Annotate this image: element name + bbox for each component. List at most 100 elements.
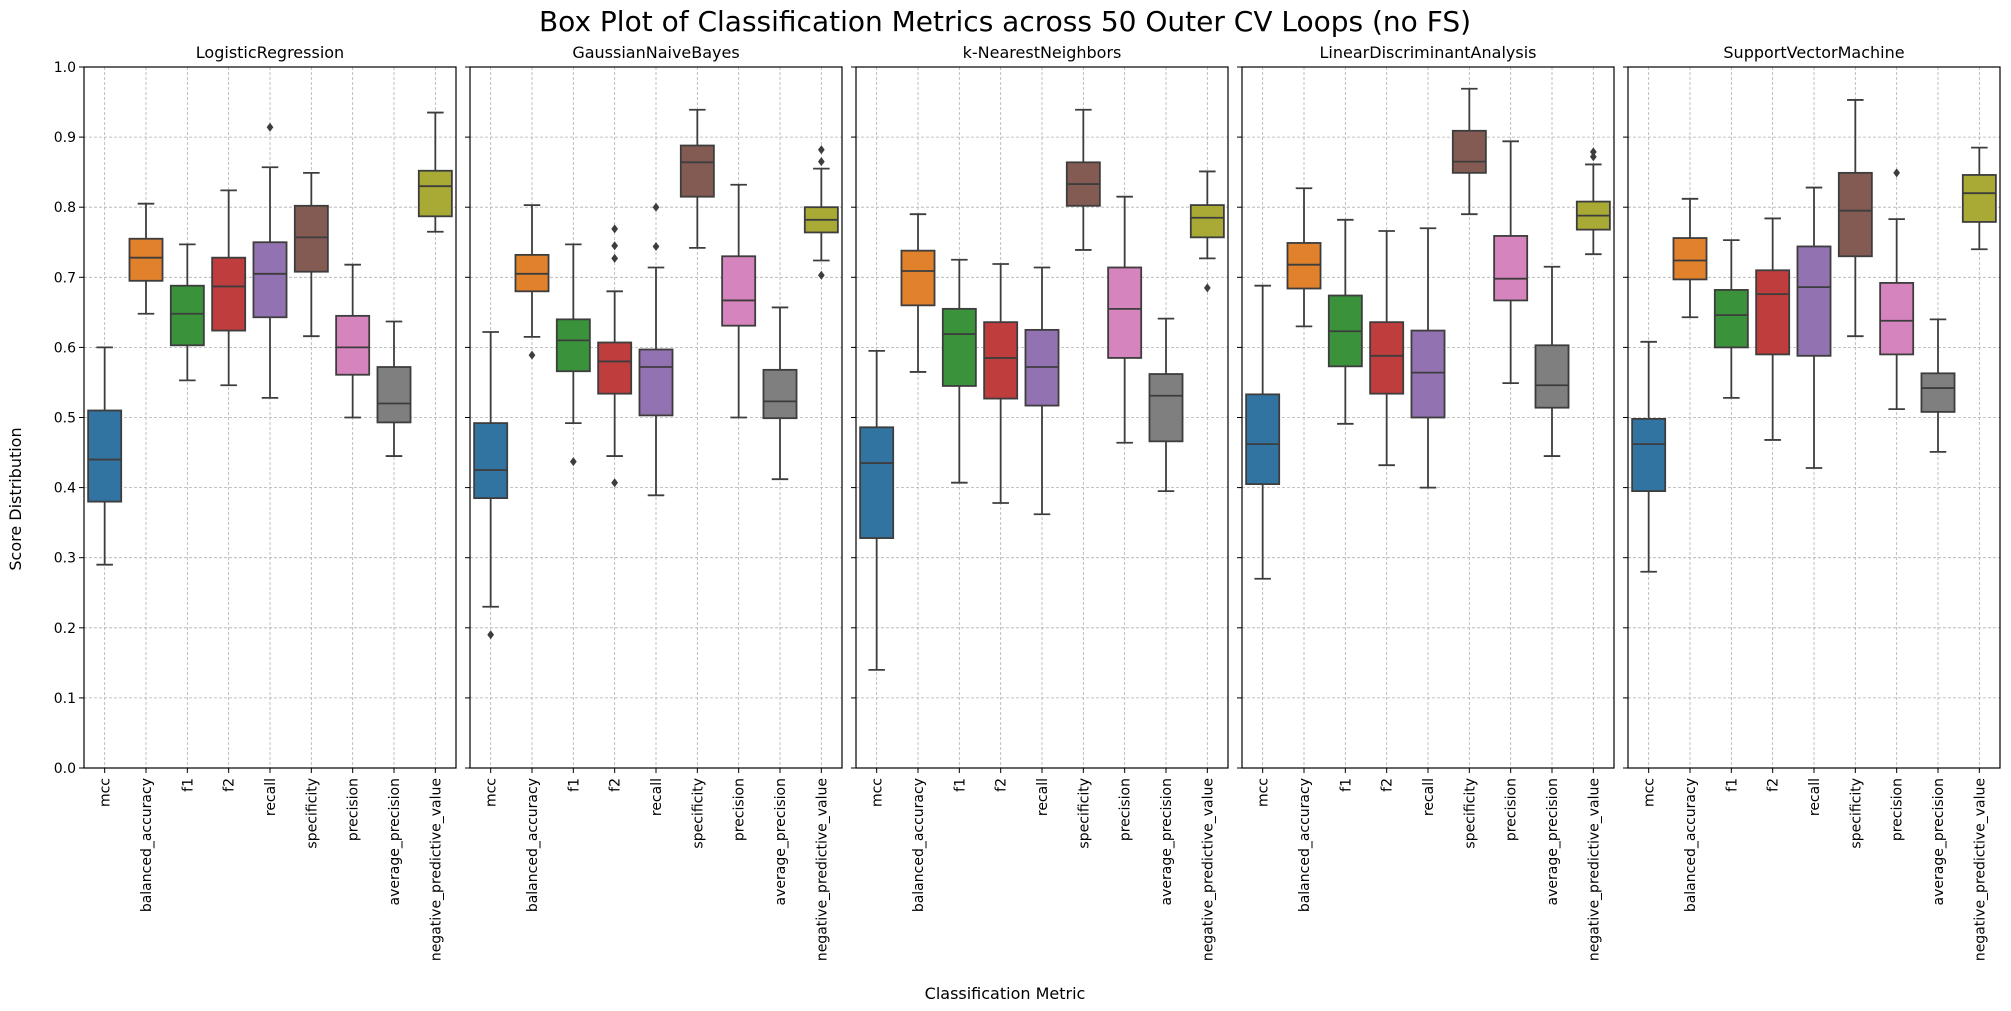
x-tick-label: negative_predictive_value: [428, 778, 444, 961]
box-negative_predictive_value: [1189, 170, 1225, 293]
outlier-point: [266, 122, 274, 132]
box-iqr: [87, 409, 123, 503]
box-iqr: [1796, 245, 1832, 357]
x-tick-label: average_precision: [387, 778, 403, 905]
outlier-point: [611, 478, 619, 488]
box-iqr: [859, 426, 895, 539]
box-iqr: [1713, 289, 1749, 349]
x-tick-label: f2: [1766, 778, 1782, 792]
panel-GaussianNaiveBayes: mcc balanced_accuracy f1 f2 recall specificit…: [465, 43, 843, 961]
box-average_precision: [1920, 318, 1956, 453]
box-iqr: [1672, 237, 1708, 281]
box-balanced_accuracy: [1286, 187, 1322, 328]
box-iqr: [555, 318, 591, 373]
box-balanced_accuracy: [900, 213, 936, 373]
y-tick-label: 0.4: [54, 481, 76, 497]
box-iqr: [293, 204, 329, 273]
x-tick-label: f2: [994, 778, 1010, 792]
x-tick-label: specificity: [304, 778, 320, 849]
box-specificity: [679, 108, 715, 249]
box-iqr: [941, 307, 977, 387]
x-tick-label: f1: [952, 778, 968, 792]
box-iqr: [1534, 344, 1570, 409]
box-precision: [1493, 140, 1529, 385]
panel-title: GaussianNaiveBayes: [572, 43, 739, 62]
outlier-point: [652, 202, 660, 212]
x-tick-label: precision: [1890, 778, 1906, 841]
panel-SupportVectorMachine: mcc balanced_accuracy f1 f2 recall specificit…: [1623, 43, 2001, 961]
x-tick-label: f2: [608, 778, 624, 792]
box-mcc: [1245, 284, 1281, 580]
x-tick-label: balanced_accuracy: [139, 778, 155, 912]
box-f1: [169, 243, 205, 382]
box-iqr: [1493, 235, 1529, 302]
box-iqr: [983, 321, 1019, 400]
box-iqr: [762, 368, 798, 420]
box-precision: [1879, 168, 1915, 410]
box-recall: [1024, 266, 1060, 516]
y-tick-label: 0.7: [54, 270, 76, 286]
box-balanced_accuracy: [1672, 197, 1708, 319]
box-average_precision: [1534, 265, 1570, 457]
box-mcc: [1631, 340, 1667, 573]
panel-title: LogisticRegression: [196, 43, 344, 62]
panels-group: 0.0 0.1 0.2 0.3 0.4 0.5 0.6 0.7 0.8 0.9 1.0 mcc bala…: [54, 43, 2001, 961]
x-tick-label: recall: [263, 778, 279, 816]
box-average_precision: [1148, 317, 1184, 493]
x-tick-label: f1: [566, 778, 582, 792]
box-iqr: [638, 348, 674, 417]
x-tick-label: average_precision: [773, 778, 789, 905]
box-recall: [1410, 227, 1446, 489]
box-negative_predictive_value: [1961, 146, 1997, 251]
panel-LinearDiscriminantAnalysis: mcc balanced_accuracy f1 f2 recall specificit…: [1237, 43, 1615, 961]
box-iqr: [1961, 174, 1997, 223]
box-iqr: [335, 314, 371, 376]
x-tick-label: specificity: [1076, 778, 1092, 849]
box-mcc: [473, 331, 509, 640]
y-tick-label: 0.5: [54, 411, 76, 427]
box-precision: [335, 263, 371, 419]
box-f2: [1369, 230, 1405, 467]
x-tick-label: precision: [732, 778, 748, 841]
outlier-point: [611, 241, 619, 251]
box-negative_predictive_value: [803, 145, 839, 280]
box-specificity: [293, 171, 329, 338]
x-tick-label: balanced_accuracy: [911, 778, 927, 912]
outlier-point: [817, 270, 825, 280]
y-tick-label: 0.3: [54, 551, 76, 567]
x-tick-label: recall: [1035, 778, 1051, 816]
box-f2: [597, 224, 633, 488]
outlier-point: [569, 457, 577, 467]
outlier-point: [817, 145, 825, 155]
box-specificity: [1451, 87, 1487, 216]
x-tick-label: average_precision: [1545, 778, 1561, 905]
outlier-point: [1589, 152, 1597, 162]
y-tick-label: 0.0: [54, 761, 76, 777]
box-balanced_accuracy: [128, 202, 164, 315]
box-iqr: [1879, 282, 1915, 356]
x-tick-label: f1: [1338, 778, 1354, 792]
outlier-point: [611, 224, 619, 234]
box-f1: [1713, 239, 1749, 399]
y-tick-label: 1.0: [54, 60, 76, 76]
box-f1: [555, 243, 591, 467]
panel-title: SupportVectorMachine: [1723, 43, 1904, 62]
x-tick-label: balanced_accuracy: [525, 778, 541, 912]
box-iqr: [1755, 269, 1791, 356]
box-iqr: [1410, 329, 1446, 419]
box-recall: [1796, 186, 1832, 469]
chart-title: Box Plot of Classification Metrics acros…: [539, 5, 1471, 38]
y-tick-label: 0.9: [54, 130, 76, 146]
box-iqr: [169, 284, 205, 347]
box-iqr: [1245, 393, 1281, 485]
box-average_precision: [376, 320, 412, 457]
x-tick-label: f1: [180, 778, 196, 792]
y-tick-label: 0.1: [54, 691, 76, 707]
x-tick-label: recall: [1807, 778, 1823, 816]
x-tick-label: mcc: [870, 778, 886, 807]
box-precision: [1107, 195, 1143, 444]
x-axis-label: Classification Metric: [925, 984, 1086, 1003]
x-tick-label: precision: [1504, 778, 1520, 841]
x-tick-label: specificity: [1848, 778, 1864, 849]
